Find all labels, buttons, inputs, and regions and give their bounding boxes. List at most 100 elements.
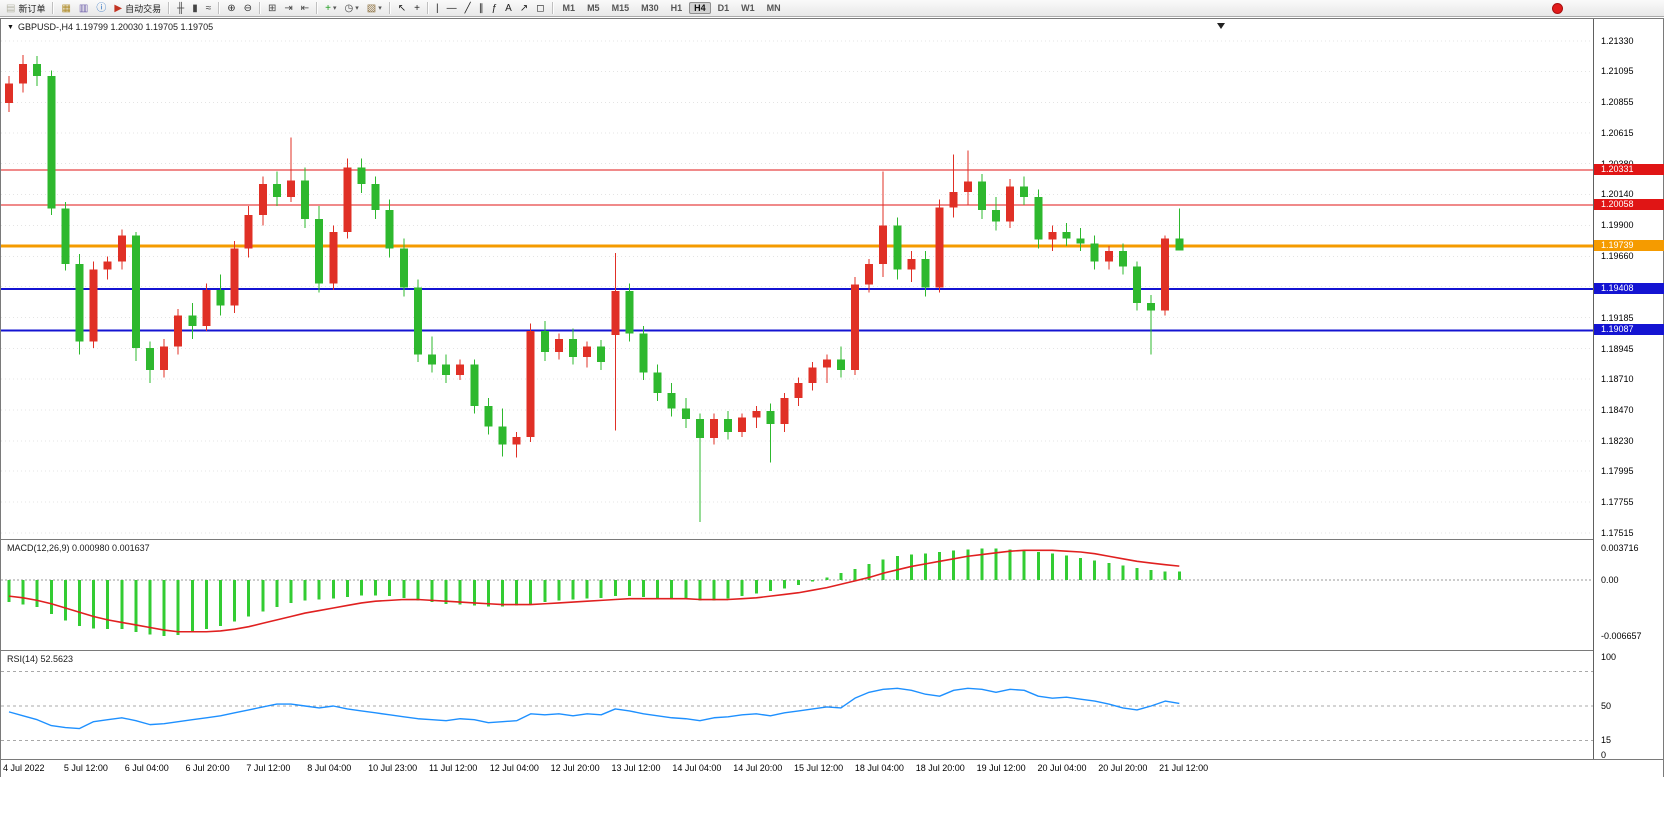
chart-shift-icon: ⇤ <box>300 2 310 14</box>
timeframe-button-m1[interactable]: M1 <box>562 3 576 13</box>
candle <box>554 333 563 360</box>
candle <box>569 328 577 365</box>
cursor-button[interactable]: ↖ <box>394 0 410 17</box>
rsi-chart-canvas[interactable] <box>1 651 1593 759</box>
chart-menu-icon[interactable]: ▼ <box>7 23 14 31</box>
time-axis-label: 6 Jul 04:00 <box>124 763 169 773</box>
candle <box>695 413 704 523</box>
channel-button[interactable]: ∥ <box>475 0 488 17</box>
fibonacci-icon: ƒ <box>491 2 498 14</box>
fibonacci-button[interactable]: ƒ <box>488 0 502 17</box>
trendline-button[interactable]: ╱ <box>461 0 475 17</box>
time-axis-label: 11 Jul 12:00 <box>428 763 478 773</box>
candle <box>1062 222 1071 247</box>
text-button[interactable]: A <box>501 0 516 17</box>
timeframe-button-h4[interactable]: H4 <box>689 2 711 14</box>
timeframe-button-mn[interactable]: MN <box>766 3 781 13</box>
candle <box>329 225 338 290</box>
panel-splitter[interactable] <box>1 539 1663 540</box>
macd-chart-canvas[interactable] <box>1 540 1593 650</box>
rsi-line <box>8 687 1180 730</box>
arrows-button[interactable]: ↗ <box>516 0 532 17</box>
zoom-out-button[interactable]: ⊖ <box>240 0 256 17</box>
line-chart-mode-icon: ≈ <box>205 2 212 14</box>
price-axis-label: 1.20380 <box>1601 159 1634 169</box>
grid-lines <box>1 40 1593 534</box>
data-window-button[interactable]: ⓘ <box>92 0 110 17</box>
candle <box>780 393 789 432</box>
rsi-label: RSI(14) 52.5623 <box>7 654 74 664</box>
autotrade-button[interactable]: ▶ 自动交易 <box>110 0 165 17</box>
time-axis-label: 13 Jul 12:00 <box>611 763 661 773</box>
price-axis-label: 1.21330 <box>1601 36 1634 46</box>
auto-scroll-button[interactable]: ⇥ <box>280 0 296 17</box>
new-order-button[interactable]: ▤ 新订单 <box>2 0 49 17</box>
alert-icon[interactable] <box>1552 3 1563 14</box>
horizontal-level-lines[interactable] <box>1 169 1593 332</box>
candle <box>103 256 112 280</box>
timeframe-button-m30[interactable]: M30 <box>641 3 659 13</box>
time-axis-label: 5 Jul 12:00 <box>63 763 108 773</box>
timeframe-button-d1[interactable]: D1 <box>717 3 730 13</box>
price-axis-label: 1.19185 <box>1601 312 1634 323</box>
macd-histogram <box>7 548 1181 636</box>
candlestick-mode-button[interactable]: ▮ <box>188 0 202 17</box>
vertical-line-button[interactable]: | <box>432 0 443 17</box>
candle <box>1161 235 1170 316</box>
candle <box>879 171 888 278</box>
candle <box>738 413 747 437</box>
time-axis-label: 12 Jul 20:00 <box>550 763 600 773</box>
tile-windows-button[interactable]: ⊞ <box>264 0 280 17</box>
candle <box>456 359 465 381</box>
candle <box>836 346 845 378</box>
profiles-button[interactable]: ▥ <box>75 0 92 17</box>
time-axis[interactable]: 4 Jul 2022 5 Jul 12:00 6 Jul 04:00 6 Jul 20… <box>1 759 1663 777</box>
price-axis[interactable]: 1.21330 1.21095 1.20855 1.20615 1.20380 1.201… <box>1593 19 1664 760</box>
zoom-in-button[interactable]: ⊕ <box>223 0 239 17</box>
macd-axis-label: 0.00 <box>1601 575 1619 585</box>
time-axis-label: 7 Jul 12:00 <box>246 763 291 773</box>
rsi-axis-label: 0 <box>1601 750 1607 760</box>
autotrade-icon: ▶ <box>114 2 123 14</box>
candlestick-chart-canvas[interactable] <box>1 19 1593 539</box>
periods-button[interactable]: ◷ ▾ <box>341 0 363 17</box>
candle <box>1147 295 1156 355</box>
candle <box>287 137 295 203</box>
candle <box>1006 178 1015 228</box>
chart-shift-marker[interactable] <box>1217 23 1225 29</box>
panel-splitter[interactable] <box>1 650 1663 651</box>
bar-chart-mode-button[interactable]: ╫ <box>173 0 188 17</box>
main-chart-panel[interactable]: ▼ GBPUSD-,H4 1.19799 1.20030 1.19705 1.1… <box>1 19 1593 539</box>
new-chart-icon: ▦ <box>61 2 71 14</box>
line-chart-mode-button[interactable]: ≈ <box>202 0 216 17</box>
candle <box>865 258 874 293</box>
candle <box>681 398 690 428</box>
timeframe-button-h1[interactable]: H1 <box>670 3 683 13</box>
new-chart-button[interactable]: ▦ <box>57 0 74 17</box>
candle <box>1118 243 1127 275</box>
timeframe-button-m15[interactable]: M15 <box>611 3 630 13</box>
macd-panel[interactable]: MACD(12,26,9) 0.000980 0.001637 <box>1 540 1593 650</box>
timeframe-button-w1[interactable]: W1 <box>741 3 755 13</box>
time-axis-label: 18 Jul 20:00 <box>915 763 965 773</box>
crosshair-button[interactable]: + <box>410 0 424 17</box>
candles <box>5 55 1184 523</box>
vertical-line-icon: | <box>435 2 439 14</box>
candle <box>1090 235 1099 270</box>
toolbar: ▤ 新订单 ▦ ▥ ⓘ ▶ 自动交易 ╫ ▮ ≈ ⊕ ⊖ ⊞ ⇥ ⇤ + ▾ ◷ ▾ ▧ ▾ ↖ + | — ╱ ∥ ƒ A ↗ ◻ M1 M5… <box>0 0 1664 17</box>
horizontal-line-button[interactable]: — <box>443 0 461 17</box>
chart-shift-button[interactable]: ⇤ <box>297 0 313 17</box>
templates-button[interactable]: ▧ ▾ <box>363 0 386 17</box>
rsi-panel[interactable]: RSI(14) 52.5623 <box>1 651 1593 759</box>
candle <box>752 405 761 428</box>
candle <box>935 199 944 293</box>
timeframe-button-m5[interactable]: M5 <box>587 3 600 13</box>
shapes-button[interactable]: ◻ <box>532 0 548 17</box>
candle <box>1076 227 1085 252</box>
price-axis-label: 1.18945 <box>1601 343 1634 354</box>
dropdown-caret-icon: ▾ <box>355 5 359 12</box>
candle <box>89 261 98 348</box>
candle <box>1104 246 1113 270</box>
indicators-button[interactable]: + ▾ <box>321 0 340 17</box>
price-level-chip: 1.19087 <box>1594 324 1664 336</box>
